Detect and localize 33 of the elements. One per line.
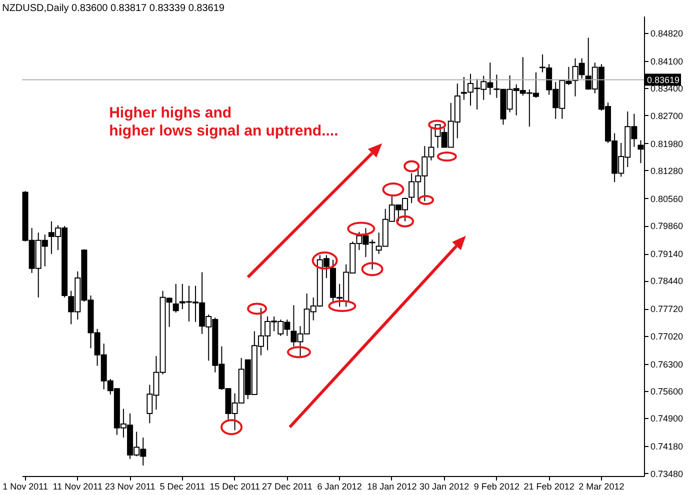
y-tick-label: 0.74180 xyxy=(650,442,684,452)
y-tick-label: 0.79860 xyxy=(650,221,684,232)
x-tick-label: 15 Dec 2011 xyxy=(210,482,260,492)
x-tick-label: 27 Dec 2011 xyxy=(262,482,312,492)
x-tick-label: 23 Nov 2011 xyxy=(104,482,156,492)
y-tick-label: 0.81280 xyxy=(650,166,684,176)
x-tick-label: 5 Dec 2011 xyxy=(160,482,206,492)
y-tick-label: 0.73480 xyxy=(650,468,684,479)
y-tick-label: 0.80560 xyxy=(650,194,684,204)
y-tick-label: 0.81980 xyxy=(650,138,684,149)
x-tick-label: 18 Jan 2012 xyxy=(367,482,417,492)
ref-line-label: 0.83619 xyxy=(647,75,680,86)
y-tick-label: 0.83400 xyxy=(650,84,684,94)
y-tick-label: 0.74900 xyxy=(650,414,684,424)
y-tick-label: 0.76300 xyxy=(650,359,684,370)
y-tick-label: 0.77020 xyxy=(650,331,684,342)
x-tick-label: 11 Nov 2011 xyxy=(52,482,103,492)
chart-title: NZDUSD,Daily 0.83600 0.83817 0.83339 0.83619 xyxy=(2,3,225,14)
x-tick-label: 2 Mar 2012 xyxy=(578,482,624,492)
x-tick-label: 21 Feb 2012 xyxy=(524,482,574,492)
y-tick-label: 0.79140 xyxy=(650,249,684,260)
y-tick-label: 0.84100 xyxy=(650,56,684,67)
y-tick-label: 0.75600 xyxy=(650,386,684,396)
annotation: Higher highs and higher lows signal an uptrend.... xyxy=(109,104,338,140)
y-tick-label: 0.84820 xyxy=(650,28,684,39)
candlestick xyxy=(172,283,179,314)
x-tick-label: 1 Nov 2011 xyxy=(2,482,48,492)
y-tick-label: 0.78440 xyxy=(650,276,684,286)
x-tick-label: 6 Jan 2012 xyxy=(317,482,362,492)
y-tick-label: 0.77720 xyxy=(650,304,684,314)
x-tick-label: 30 Jan 2012 xyxy=(420,482,470,492)
x-tick-label: 9 Feb 2012 xyxy=(474,482,520,492)
y-tick-label: 0.82700 xyxy=(650,110,684,121)
